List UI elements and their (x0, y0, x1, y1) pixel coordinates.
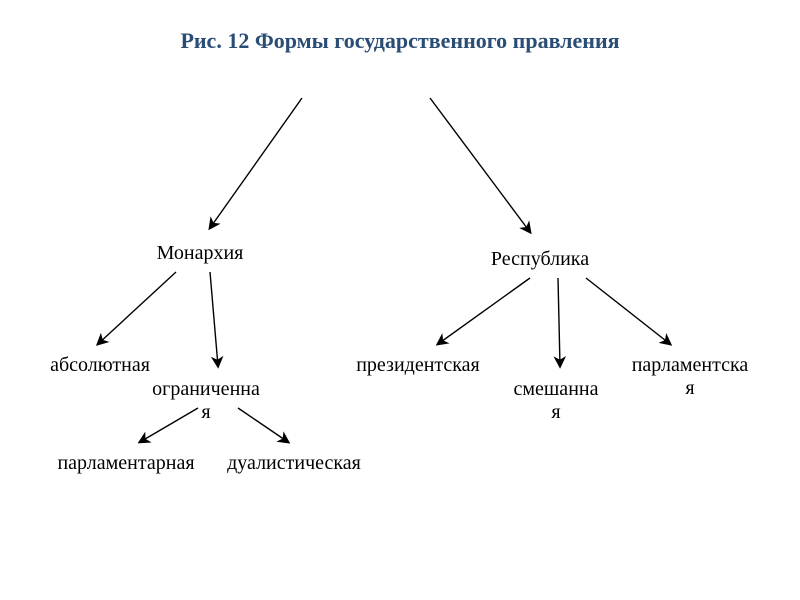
node-presidential: президентская (333, 354, 503, 377)
diagram-canvas: Рис. 12 Формы государственного правления… (0, 0, 800, 600)
arrows-layer (0, 0, 800, 600)
diagram-title: Рис. 12 Формы государственного правления (0, 28, 800, 54)
node-parliamentary-monarchy: парламентарная (31, 452, 221, 475)
node-parliamentary-republic: парламентска я (615, 354, 765, 400)
node-republic: Республика (460, 248, 620, 271)
node-absolute: абсолютная (30, 354, 170, 377)
node-monarchy: Монархия (140, 242, 260, 265)
tree-edge (210, 272, 218, 366)
tree-edge (438, 278, 530, 344)
tree-edge (430, 98, 530, 232)
tree-edge (98, 272, 176, 344)
node-dualistic: дуалистическая (209, 452, 379, 475)
tree-edge (210, 98, 302, 228)
node-mixed: смешанна я (496, 378, 616, 424)
tree-edge (558, 278, 560, 366)
tree-edge (586, 278, 670, 344)
node-limited: ограниченна я (131, 378, 281, 424)
